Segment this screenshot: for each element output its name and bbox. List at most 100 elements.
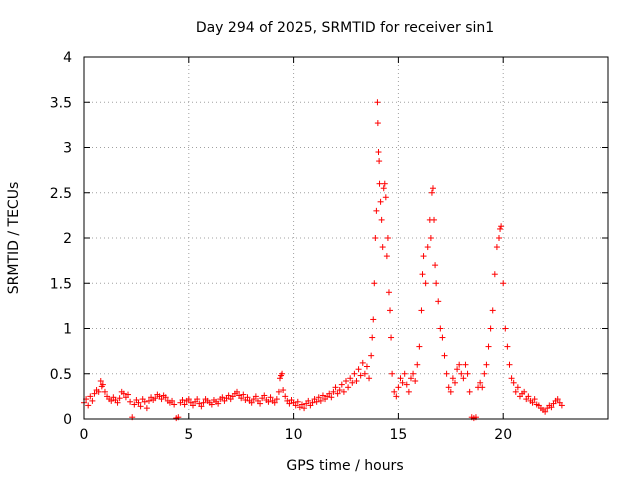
data-point xyxy=(372,235,379,241)
data-point xyxy=(315,394,322,401)
data-point xyxy=(464,370,471,377)
data-point xyxy=(114,399,121,406)
data-point xyxy=(493,244,500,251)
data-point xyxy=(429,185,436,192)
data-point xyxy=(248,399,255,406)
data-point xyxy=(466,388,473,395)
data-point xyxy=(422,280,429,287)
data-point xyxy=(521,388,528,395)
data-point xyxy=(399,379,406,386)
data-point xyxy=(369,334,376,341)
data-point xyxy=(87,393,94,400)
data-point xyxy=(286,400,293,407)
data-point xyxy=(267,394,274,401)
y-tick-label: 2 xyxy=(63,231,72,247)
data-point xyxy=(391,388,398,395)
data-point xyxy=(208,401,215,408)
data-point xyxy=(502,325,509,332)
data-point xyxy=(387,307,394,314)
data-point xyxy=(554,396,561,403)
data-point xyxy=(419,271,426,278)
data-point xyxy=(378,216,385,223)
axes: 0 5 10 15 20 0 0.5 1 1.5 2 2.5 3 3.5 4 xyxy=(50,50,608,443)
data-point xyxy=(244,394,251,401)
data-point xyxy=(481,370,488,377)
x-tick-label: 20 xyxy=(494,427,512,443)
data-point xyxy=(389,370,396,377)
data-point xyxy=(433,280,440,287)
data-point xyxy=(99,381,106,388)
x-tick-label: 15 xyxy=(389,427,407,443)
data-point xyxy=(345,384,352,391)
data-point xyxy=(334,390,341,397)
data-point xyxy=(319,392,326,399)
data-point xyxy=(383,253,390,260)
data-point xyxy=(483,361,490,368)
data-point xyxy=(439,334,446,341)
data-point xyxy=(282,393,289,400)
data-point xyxy=(162,394,169,401)
data-point xyxy=(479,384,486,391)
x-tick-label: 10 xyxy=(285,427,303,443)
data-point xyxy=(194,396,201,403)
data-point xyxy=(374,99,381,106)
data-point xyxy=(355,366,362,373)
data-point xyxy=(171,401,178,408)
data-point xyxy=(487,325,494,332)
data-point xyxy=(447,388,454,395)
data-point xyxy=(298,401,305,408)
data-point xyxy=(370,316,377,323)
data-point xyxy=(219,394,226,401)
data-point xyxy=(368,352,375,359)
data-point xyxy=(338,381,345,388)
data-point xyxy=(357,372,364,379)
data-point xyxy=(234,388,241,395)
data-point xyxy=(437,325,444,332)
data-point xyxy=(317,397,324,404)
data-point xyxy=(460,375,467,382)
data-point xyxy=(127,398,134,405)
data-point xyxy=(428,189,435,196)
data-point xyxy=(376,158,383,165)
data-point xyxy=(85,402,92,409)
data-point xyxy=(401,370,408,377)
data-point xyxy=(275,388,282,395)
data-point xyxy=(548,404,555,411)
data-series-sin1 xyxy=(81,99,565,422)
data-point xyxy=(403,381,410,388)
data-point xyxy=(91,390,98,397)
data-point xyxy=(525,393,532,400)
data-point xyxy=(531,396,538,403)
y-tick-label: 1.5 xyxy=(50,276,72,292)
data-point xyxy=(558,402,565,409)
data-point xyxy=(158,396,165,403)
data-point xyxy=(441,352,448,359)
data-point xyxy=(198,403,205,410)
data-point xyxy=(265,398,272,405)
data-point xyxy=(451,379,458,386)
y-tick-label: 1 xyxy=(63,322,72,338)
data-point xyxy=(328,394,335,401)
data-point xyxy=(512,388,519,395)
data-point xyxy=(252,393,259,400)
data-point xyxy=(125,391,132,398)
data-point xyxy=(120,390,127,397)
data-point xyxy=(343,377,349,384)
data-point xyxy=(418,307,425,314)
data-point xyxy=(514,384,521,391)
data-point xyxy=(414,361,421,368)
x-axis-label: GPS time / hours xyxy=(286,458,403,474)
data-point xyxy=(366,375,373,382)
data-point xyxy=(261,392,268,399)
data-point xyxy=(485,343,492,350)
data-point xyxy=(330,388,337,395)
data-point xyxy=(420,253,427,260)
data-point xyxy=(393,393,400,400)
data-point xyxy=(347,375,354,382)
data-point xyxy=(326,390,333,397)
data-point xyxy=(431,216,438,223)
data-point xyxy=(189,402,196,409)
data-point xyxy=(145,397,152,404)
data-point xyxy=(359,359,366,366)
data-point xyxy=(384,235,391,241)
